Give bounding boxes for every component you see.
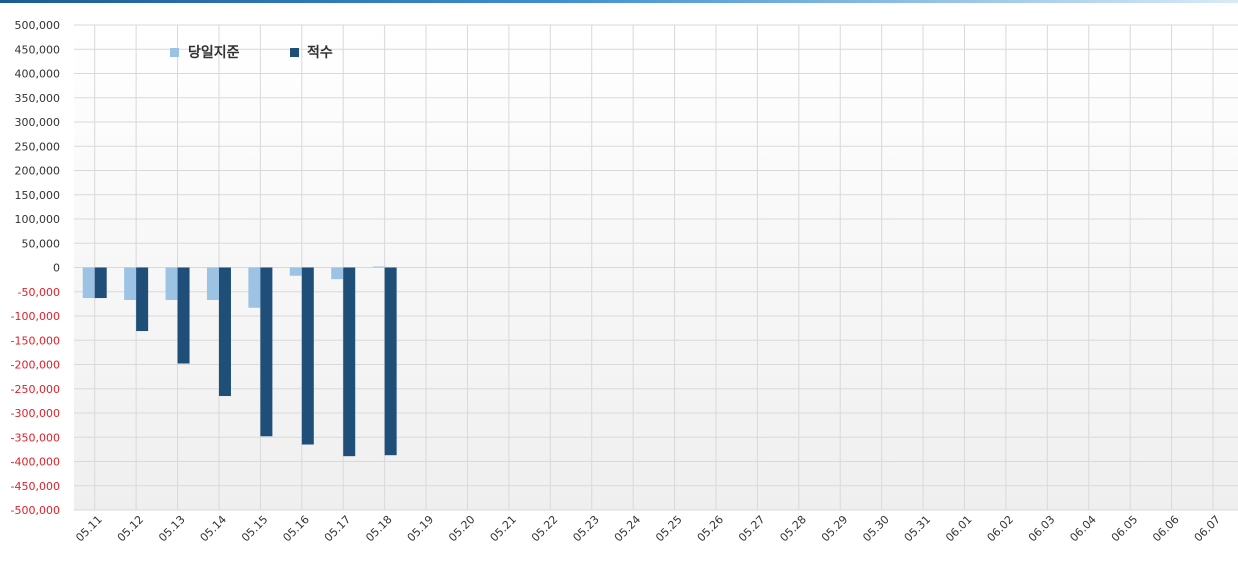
- x-tick-label: 05.24: [612, 513, 643, 544]
- bar-series-2: [218, 267, 231, 397]
- x-tick-label: 05.12: [115, 513, 146, 544]
- bar-layer: [82, 266, 397, 457]
- x-tick-label: 05.28: [777, 513, 808, 544]
- x-tick-label: 05.16: [280, 513, 311, 544]
- x-tick-label: 05.23: [570, 513, 601, 544]
- x-tick-label: 06.01: [943, 513, 974, 544]
- y-tick-label: 400,000: [15, 68, 61, 81]
- legend-swatch-series-2: [290, 48, 299, 57]
- x-tick-label: 06.06: [1150, 513, 1181, 544]
- legend-swatch-series-1: [170, 48, 179, 57]
- y-tick-label: 0: [53, 262, 60, 275]
- y-tick-label: 350,000: [15, 92, 61, 105]
- y-tick-label: -100,000: [11, 310, 60, 323]
- x-tick-layer: 05.11 05.12 05.13 05.14 05.15 05.16 05.17 05.18…: [73, 513, 1223, 544]
- y-tick-label: 450,000: [15, 43, 61, 56]
- y-tick-label: 150,000: [15, 189, 61, 202]
- y-tick-label: -200,000: [11, 359, 60, 372]
- x-tick-label: 06.03: [1026, 513, 1057, 544]
- bar-series-1: [331, 267, 344, 280]
- legend-label-series-2: 적수: [307, 44, 333, 61]
- y-tick-label: 50,000: [22, 237, 61, 250]
- y-tick-label: -300,000: [11, 407, 60, 420]
- y-tick-label: 200,000: [15, 165, 61, 178]
- x-tick-label: 05.11: [73, 513, 104, 544]
- bar-series-2: [301, 267, 314, 445]
- x-tick-label: 06.04: [1067, 513, 1098, 544]
- bar-series-1: [206, 267, 219, 300]
- y-tick-label: -500,000: [11, 504, 60, 517]
- y-tick-label: 500,000: [15, 19, 61, 32]
- x-tick-label: 05.15: [239, 513, 270, 544]
- x-tick-label: 05.22: [529, 513, 560, 544]
- y-tick-label: 250,000: [15, 140, 61, 153]
- x-tick-label: 05.21: [488, 513, 519, 544]
- y-tick-label: 100,000: [15, 213, 61, 226]
- x-tick-label: 05.29: [819, 513, 850, 544]
- x-tick-label: 05.30: [860, 513, 891, 544]
- legend-label-series-1: 당일지준: [188, 44, 240, 61]
- x-tick-label: 06.05: [1109, 513, 1140, 544]
- bar-series-1: [248, 267, 261, 308]
- x-tick-label: 05.17: [322, 513, 353, 544]
- x-tick-label: 05.31: [902, 513, 933, 544]
- y-tick-label: -350,000: [11, 431, 60, 444]
- y-tick-label: -400,000: [11, 456, 60, 469]
- bar-series-2: [177, 267, 190, 364]
- bar-series-1: [165, 267, 178, 300]
- x-tick-label: 06.07: [1192, 513, 1223, 544]
- bar-series-1: [289, 267, 302, 276]
- bar-series-2: [136, 267, 149, 332]
- x-tick-label: 06.02: [985, 513, 1016, 544]
- x-tick-label: 05.20: [446, 513, 477, 544]
- top-accent-bar: [0, 0, 1238, 3]
- bar-series-1: [82, 267, 95, 299]
- y-tick-label: -50,000: [18, 286, 60, 299]
- x-tick-label: 05.25: [653, 513, 684, 544]
- bar-series-2: [260, 267, 273, 437]
- x-tick-label: 05.27: [736, 513, 767, 544]
- x-tick-label: 05.13: [156, 513, 187, 544]
- x-tick-label: 05.18: [363, 513, 394, 544]
- x-tick-label: 05.14: [198, 513, 229, 544]
- legend: 당일지준 적수: [170, 44, 333, 61]
- x-tick-label: 05.19: [405, 513, 436, 544]
- bar-series-2: [384, 267, 397, 456]
- bar-series-1: [124, 267, 137, 300]
- y-tick-label: -450,000: [11, 480, 60, 493]
- bar-series-2: [94, 267, 107, 299]
- y-tick-label: -250,000: [11, 383, 60, 396]
- y-tick-label: 300,000: [15, 116, 61, 129]
- x-tick-label: 05.26: [695, 513, 726, 544]
- bar-series-1: [372, 266, 385, 268]
- bar-series-2: [343, 267, 356, 457]
- y-tick-layer: 500,000 450,000 400,000 350,000 300,000 250,0…: [11, 19, 60, 517]
- y-tick-label: -150,000: [11, 334, 60, 347]
